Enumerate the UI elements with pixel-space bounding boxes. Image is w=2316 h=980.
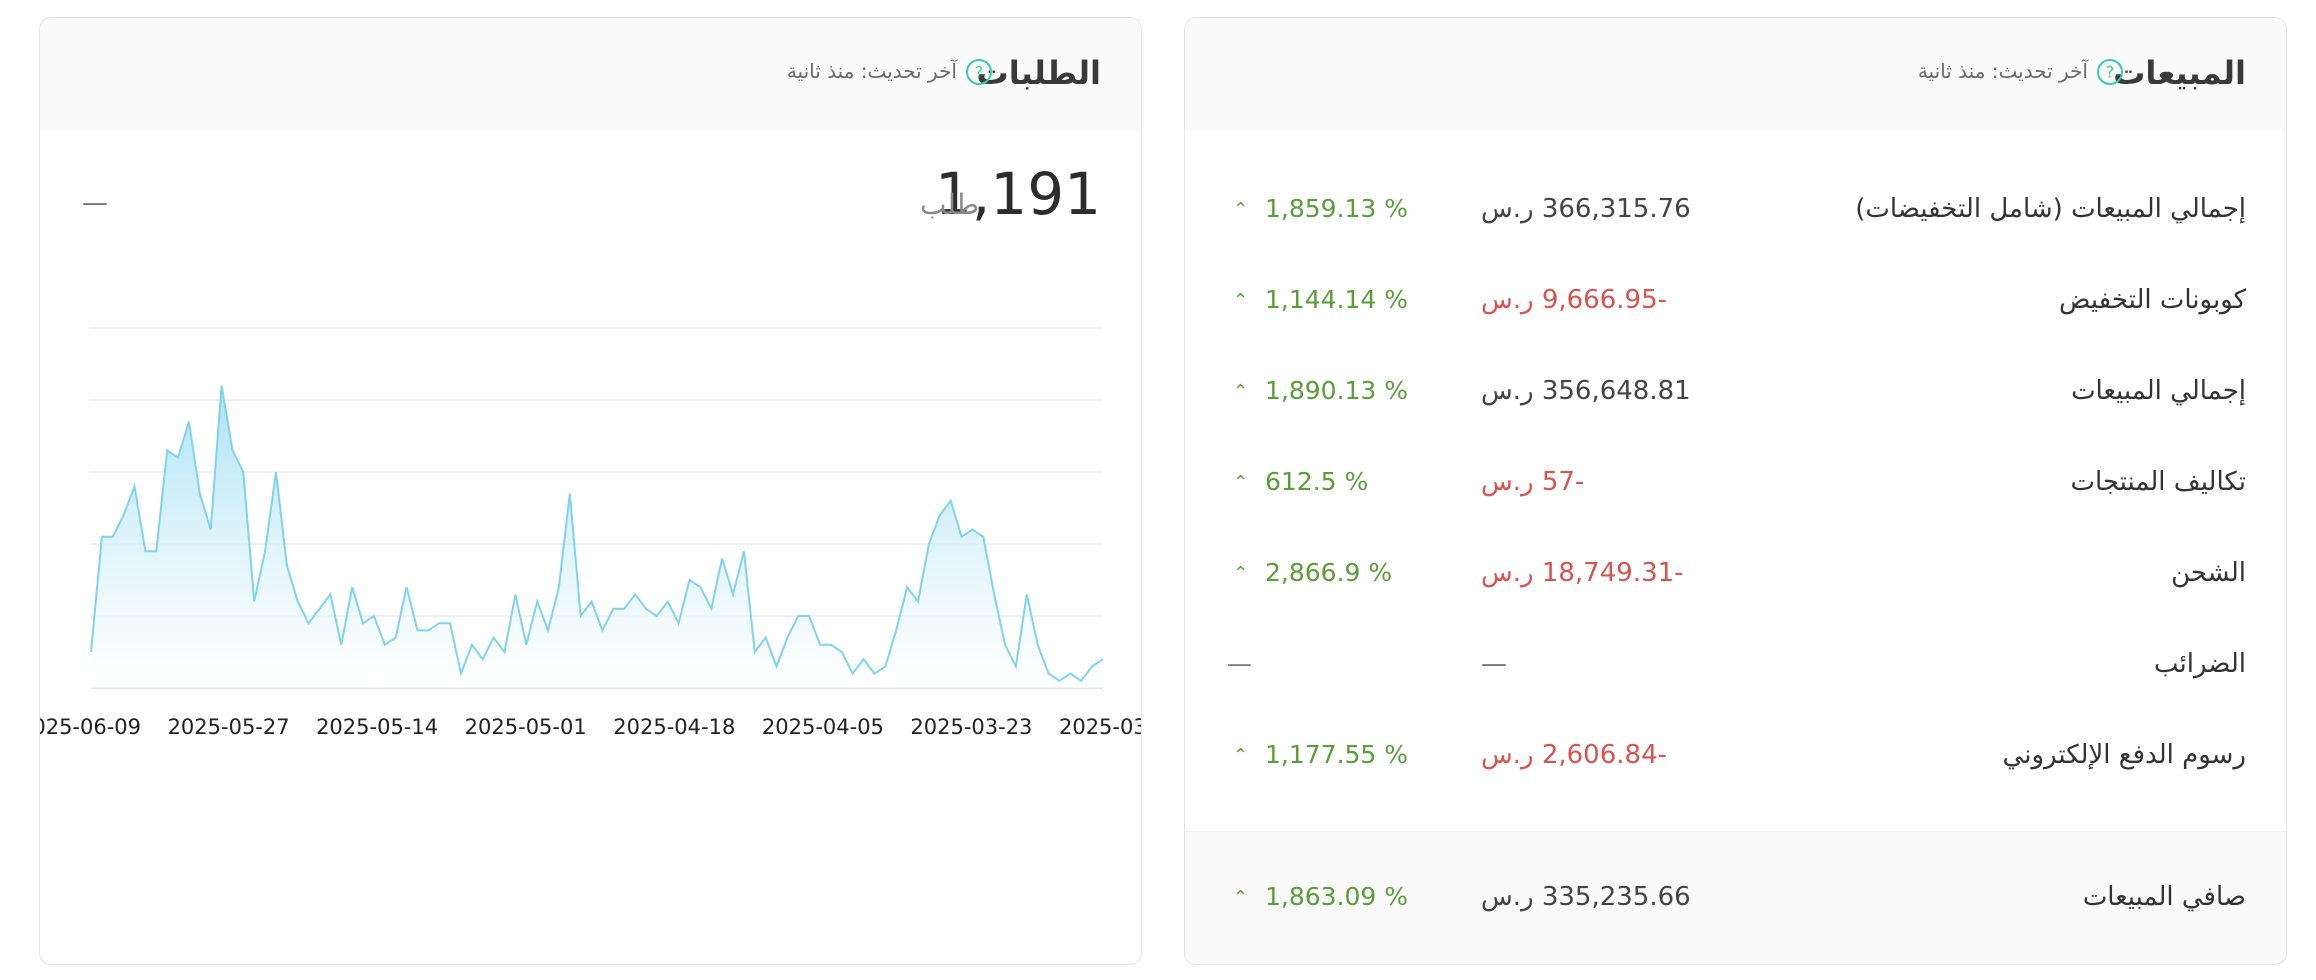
row-value: -57 ر.س <box>1481 467 1585 497</box>
sales-row: الشحن -18,749.31 ر.س ⌃ 2,866.9 % <box>1185 543 2286 603</box>
chevron-up-icon: ⌃ <box>1233 199 1249 220</box>
svg-text:?: ? <box>2106 63 2115 82</box>
orders-area <box>91 385 1103 688</box>
chevron-up-icon: ⌃ <box>1233 381 1249 402</box>
x-tick-label: 2025-04-05 <box>762 715 884 739</box>
change-value: 1,863.09 % <box>1265 882 1409 911</box>
sales-row: الضرائب — — <box>1185 634 2286 694</box>
row-change: ⌃ 1,144.14 % <box>1233 270 1408 331</box>
orders-card-header: الطلبات ? آخر تحديث: منذ ثانية <box>40 18 1141 131</box>
row-label: الضرائب <box>2153 649 2246 679</box>
row-change: ⌃ 612.5 % <box>1233 452 1368 513</box>
row-change: ⌃ 1,890.13 % <box>1233 361 1408 422</box>
sales-card-title: المبيعات <box>2113 54 2246 92</box>
row-value: -18,749.31 ر.س <box>1481 558 1684 588</box>
x-tick-label: 2025-05-01 <box>465 715 587 739</box>
x-tick-label: 2025-05-27 <box>168 715 290 739</box>
change-value: 1,177.55 % <box>1265 740 1409 769</box>
row-label: كوبونات التخفيض <box>2058 285 2246 315</box>
row-label: تكاليف المنتجات <box>2070 467 2246 497</box>
last-updated-text: آخر تحديث: منذ ثانية <box>786 59 957 83</box>
sales-card: المبيعات ? آخر تحديث: منذ ثانية إجمالي ا… <box>1184 17 2287 965</box>
row-label: إجمالي المبيعات <box>2071 376 2246 406</box>
x-tick-label: 2025-04-18 <box>613 715 735 739</box>
chevron-up-icon: ⌃ <box>1233 887 1249 908</box>
orders-card-title: الطلبات <box>976 54 1101 92</box>
row-value: — <box>1481 649 1507 679</box>
row-label: الشحن <box>2171 558 2246 588</box>
help-icon[interactable]: ? <box>2096 58 2124 86</box>
orders-series-line <box>90 385 1104 683</box>
chevron-up-icon: ⌃ <box>1233 472 1249 493</box>
row-label: إجمالي المبيعات (شامل التخفيضات) <box>1855 194 2246 224</box>
row-value: -9,666.95 ر.س <box>1481 285 1667 315</box>
net-sales-value: 335,235.66 ر.س <box>1481 882 1691 912</box>
change-value: 1,859.13 % <box>1265 194 1409 223</box>
orders-card: الطلبات ? آخر تحديث: منذ ثانية 1,191 طلب… <box>39 17 1142 965</box>
sales-row: إجمالي المبيعات (شامل التخفيضات) 366,315… <box>1185 179 2286 239</box>
sales-row: تكاليف المنتجات -57 ر.س ⌃ 612.5 % <box>1185 452 2286 512</box>
row-change: ⌃ 1,177.55 % <box>1233 725 1408 786</box>
net-sales-footer: صافي المبيعات 335,235.66 ر.س ⌃ 1,863.09 % <box>1185 831 2286 964</box>
change-value: 612.5 % <box>1265 467 1369 496</box>
chevron-up-icon: ⌃ <box>1233 563 1249 584</box>
orders-count: 1,191 <box>934 160 1101 228</box>
row-change: ⌃ 1,859.13 % <box>1233 179 1408 240</box>
last-updated-text: آخر تحديث: منذ ثانية <box>1917 59 2088 83</box>
net-sales-label: صافي المبيعات <box>2082 882 2246 912</box>
change-value: — <box>1227 649 1252 678</box>
x-tick-label: 2025-03-10 <box>1059 715 1142 739</box>
net-sales-row: صافي المبيعات 335,235.66 ر.س ⌃ 1,863.09 % <box>1185 867 2286 927</box>
row-change: ⌃ 2,866.9 % <box>1233 543 1392 604</box>
sales-card-header: المبيعات ? آخر تحديث: منذ ثانية <box>1185 18 2286 131</box>
row-value: 366,315.76 ر.س <box>1481 194 1691 224</box>
svg-text:?: ? <box>975 63 984 82</box>
sales-row: إجمالي المبيعات 356,648.81 ر.س ⌃ 1,890.13… <box>1185 361 2286 421</box>
sales-row: رسوم الدفع الإلكتروني -2,606.84 ر.س ⌃ 1,1… <box>1185 725 2286 785</box>
change-value: 1,890.13 % <box>1265 376 1409 405</box>
x-tick-label: 2025-06-09 <box>40 715 141 739</box>
row-value: -2,606.84 ر.س <box>1481 740 1667 770</box>
orders-unit: طلب <box>919 188 979 221</box>
row-label: رسوم الدفع الإلكتروني <box>2002 740 2246 770</box>
x-tick-label: 2025-03-23 <box>910 715 1032 739</box>
sales-row: كوبونات التخفيض -9,666.95 ر.س ⌃ 1,144.14 … <box>1185 270 2286 330</box>
net-sales-change: ⌃ 1,863.09 % <box>1233 867 1408 928</box>
row-value: 356,648.81 ر.س <box>1481 376 1691 406</box>
change-value: 2,866.9 % <box>1265 558 1393 587</box>
change-value: 1,144.14 % <box>1265 285 1409 314</box>
help-icon[interactable]: ? <box>965 58 993 86</box>
chevron-up-icon: ⌃ <box>1233 290 1249 311</box>
chevron-up-icon: ⌃ <box>1233 745 1249 766</box>
orders-change: — <box>82 188 108 218</box>
x-tick-label: 2025-05-14 <box>316 715 438 739</box>
orders-chart: 2025-06-09 2025-05-27 2025-05-14 2025-05-01… <box>40 327 1142 739</box>
